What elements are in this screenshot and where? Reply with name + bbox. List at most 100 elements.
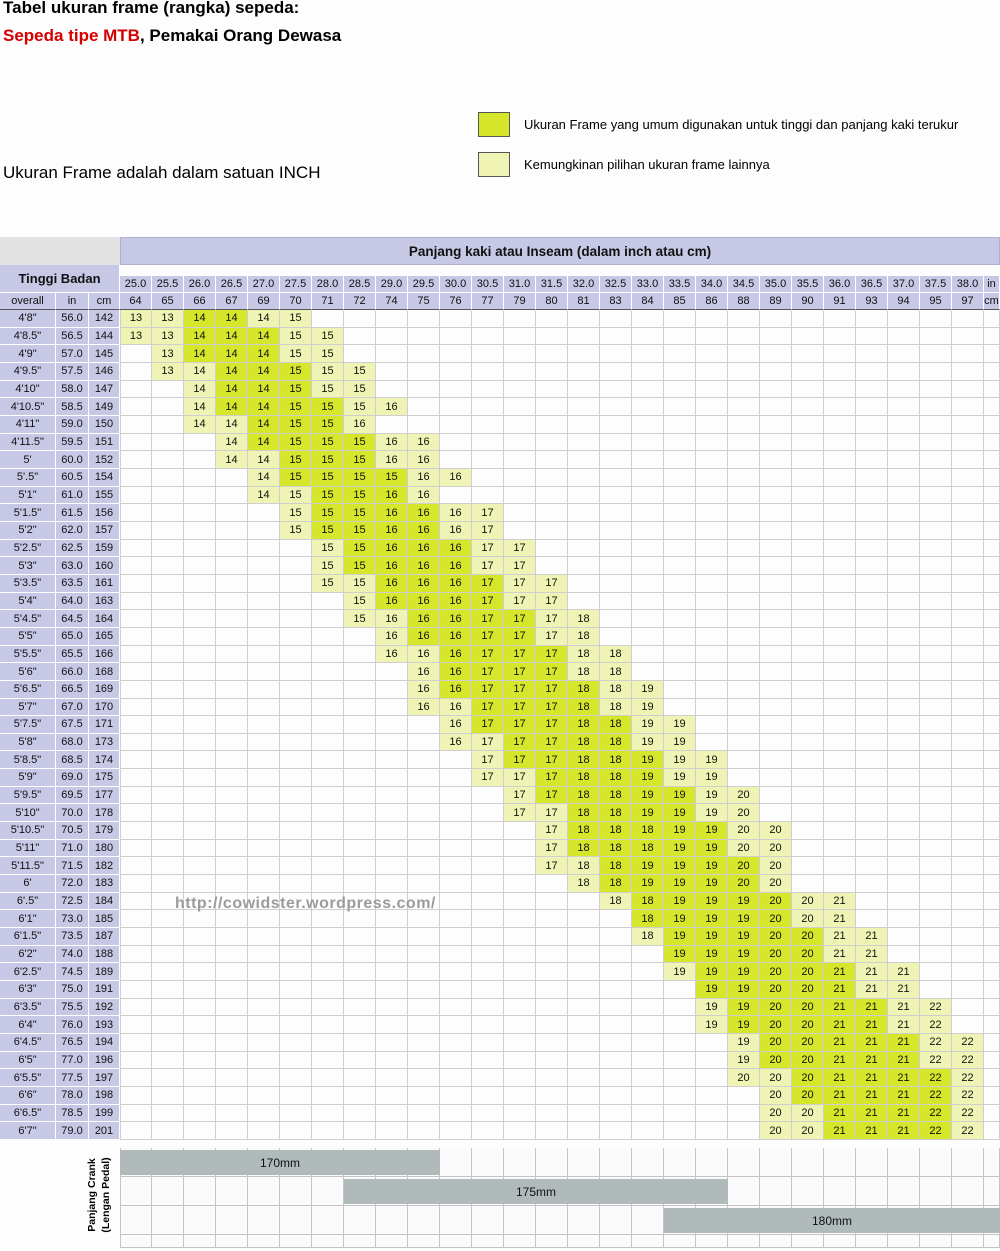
empty-cell xyxy=(824,751,856,770)
inseam-cm-header-cell: 67 xyxy=(216,293,248,310)
frame-size-cell: 16 xyxy=(408,539,440,558)
empty-cell xyxy=(600,398,632,416)
frame-size-cell: 16 xyxy=(376,451,408,469)
empty-cell xyxy=(632,362,664,381)
frame-size-cell: 17 xyxy=(472,557,504,575)
empty-cell xyxy=(664,981,696,999)
height-overall-cell: 6'.5" xyxy=(0,892,56,911)
empty-cell xyxy=(600,574,632,593)
empty-cell xyxy=(888,557,920,575)
empty-cell xyxy=(248,610,280,628)
height-in-cell: 78.0 xyxy=(56,1087,89,1105)
frame-size-cell: 20 xyxy=(760,822,792,840)
frame-size-cell: 18 xyxy=(568,822,600,840)
height-overall-cell: 4'10" xyxy=(0,380,56,399)
frame-size-cell: 17 xyxy=(536,663,568,681)
crank-grid-cell xyxy=(824,1235,856,1248)
empty-cell xyxy=(440,310,472,328)
empty-cell xyxy=(440,998,472,1017)
frame-size-cell: 18 xyxy=(568,751,600,770)
empty-cell xyxy=(312,892,344,911)
frame-size-cell: 17 xyxy=(504,769,536,787)
empty-cell xyxy=(376,786,408,805)
empty-cell xyxy=(888,910,920,929)
empty-cell xyxy=(504,486,536,505)
height-cm-cell: 191 xyxy=(89,981,120,999)
height-in-cell: 75.0 xyxy=(56,981,89,999)
crank-grid-cell xyxy=(792,1177,824,1206)
empty-cell xyxy=(280,733,312,752)
empty-cell xyxy=(952,663,984,681)
height-cm-cell: 196 xyxy=(89,1051,120,1070)
height-overall-cell: 5'5" xyxy=(0,627,56,646)
empty-cell xyxy=(312,839,344,858)
height-overall-cell: 6'4.5" xyxy=(0,1034,56,1052)
frame-size-cell: 14 xyxy=(248,380,280,399)
frame-size-cell: 21 xyxy=(856,1104,888,1123)
frame-size-cell: 17 xyxy=(536,574,568,593)
crank-bar-170mm: 170mm xyxy=(120,1150,440,1175)
empty-cell xyxy=(632,627,664,646)
empty-cell xyxy=(152,733,184,752)
frame-size-cell: 16 xyxy=(440,627,472,646)
empty-cell xyxy=(152,875,184,893)
frame-size-cell: 18 xyxy=(600,733,632,752)
height-overall-cell: 5'10.5" xyxy=(0,822,56,840)
empty-cell xyxy=(120,998,152,1017)
frame-size-cell: 21 xyxy=(856,963,888,982)
empty-cell xyxy=(152,380,184,399)
empty-cell xyxy=(760,539,792,558)
empty-cell xyxy=(248,1034,280,1052)
height-overall-cell: 4'8.5" xyxy=(0,327,56,346)
empty-cell xyxy=(152,398,184,416)
empty-cell xyxy=(568,998,600,1017)
empty-cell xyxy=(216,627,248,646)
frame-size-cell: 15 xyxy=(344,539,376,558)
crank-grid-cell xyxy=(536,1235,568,1248)
table-corner xyxy=(0,237,120,265)
empty-cell xyxy=(824,716,856,734)
frame-size-cell: 15 xyxy=(280,345,312,363)
empty-cell xyxy=(728,451,760,469)
empty-cell xyxy=(824,468,856,487)
frame-size-cell: 20 xyxy=(760,839,792,858)
empty-cell xyxy=(440,1034,472,1052)
frame-size-cell: 21 xyxy=(888,1087,920,1105)
empty-cell xyxy=(600,451,632,469)
empty-cell xyxy=(888,875,920,893)
unit-col-cell xyxy=(984,910,1000,929)
empty-cell xyxy=(536,1051,568,1070)
empty-cell xyxy=(312,698,344,717)
empty-cell xyxy=(920,504,952,522)
empty-cell xyxy=(344,786,376,805)
unit-col-cell xyxy=(984,310,1000,328)
empty-cell xyxy=(184,680,216,699)
crank-grid-cell xyxy=(728,1148,760,1177)
unit-col-cell xyxy=(984,451,1000,469)
height-overall-cell: 5'6" xyxy=(0,663,56,681)
frame-size-cell: 14 xyxy=(248,468,280,487)
empty-cell xyxy=(600,963,632,982)
empty-cell xyxy=(376,875,408,893)
height-overall-cell: 6'7" xyxy=(0,1122,56,1140)
crank-grid-cell xyxy=(920,1235,952,1248)
empty-cell xyxy=(216,751,248,770)
frame-size-cell: 16 xyxy=(440,539,472,558)
height-overall-cell: 5'11" xyxy=(0,839,56,858)
crank-grid-cell xyxy=(280,1177,312,1206)
unit-col-cell xyxy=(984,1016,1000,1035)
empty-cell xyxy=(440,857,472,876)
empty-cell xyxy=(344,1051,376,1070)
empty-cell xyxy=(888,345,920,363)
empty-cell xyxy=(664,345,696,363)
empty-cell xyxy=(664,486,696,505)
empty-cell xyxy=(312,733,344,752)
empty-cell xyxy=(120,839,152,858)
empty-cell xyxy=(472,822,504,840)
frame-size-cell: 20 xyxy=(792,963,824,982)
empty-cell xyxy=(824,733,856,752)
empty-cell xyxy=(792,557,824,575)
empty-cell xyxy=(728,468,760,487)
frame-size-cell: 17 xyxy=(472,733,504,752)
empty-cell xyxy=(408,380,440,399)
